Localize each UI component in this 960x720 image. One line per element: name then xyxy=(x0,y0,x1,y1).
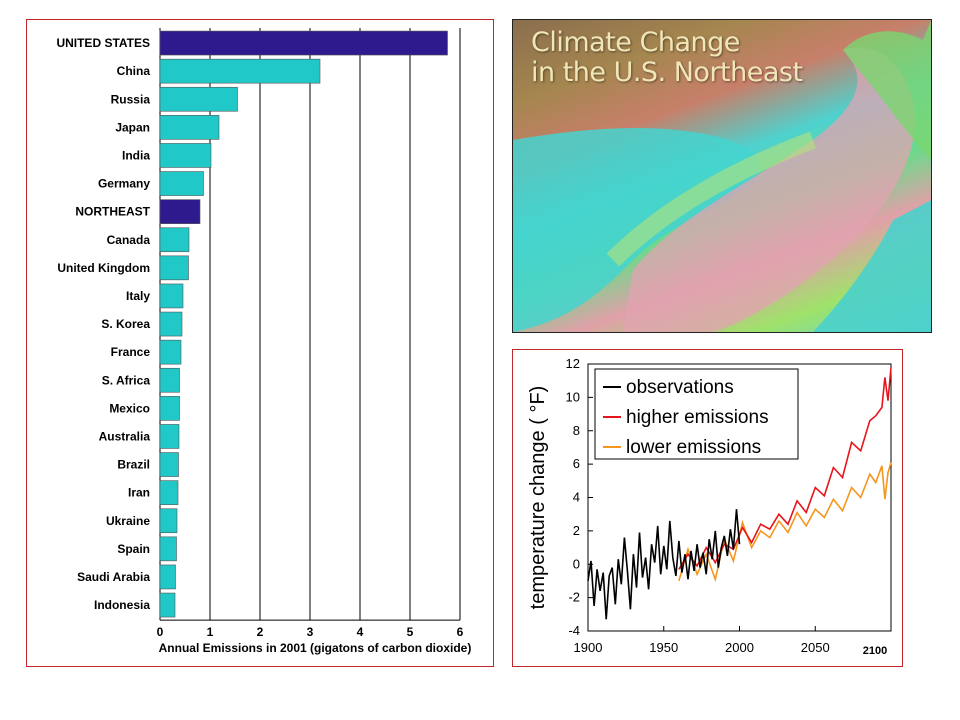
category-label: Brazil xyxy=(117,458,150,472)
x-tick-label: 0 xyxy=(157,625,164,639)
x-tick-label: 5 xyxy=(407,625,414,639)
bar xyxy=(159,396,180,421)
y-tick-label: 2 xyxy=(573,523,580,538)
x-tick-label: 3 xyxy=(307,625,314,639)
y-tick-label: 0 xyxy=(573,556,580,571)
category-label: S. Korea xyxy=(101,317,150,331)
emissions-bar-chart: 0 1 2 3 4 5 6 UNITED STATES China Russia Japan Indi… xyxy=(56,28,472,655)
northeast-region-shape xyxy=(623,47,915,332)
legend-label: observations xyxy=(626,377,734,398)
appalachian-ridge-shape xyxy=(606,131,817,267)
bar xyxy=(159,339,182,365)
y-axis-title: temperature change ( °F) xyxy=(527,386,549,610)
category-label: Japan xyxy=(115,120,150,134)
category-label: Mexico xyxy=(109,401,150,415)
maine-shape xyxy=(843,20,931,160)
bar xyxy=(159,480,179,505)
y-tick-label: 12 xyxy=(566,356,580,371)
category-label: NORTHEAST xyxy=(75,205,150,219)
category-label: India xyxy=(122,148,150,162)
category-label: Canada xyxy=(107,233,151,247)
x-tick-label: 2 xyxy=(257,625,264,639)
bar xyxy=(159,564,176,590)
legend-label: lower emissions xyxy=(626,437,761,458)
y-tick-label: -4 xyxy=(568,623,580,638)
category-label: Ukraine xyxy=(106,514,150,528)
category-label: UNITED STATES xyxy=(56,36,150,50)
map-shapes xyxy=(513,20,931,332)
emissions-bar-chart-panel: 0 1 2 3 4 5 6 UNITED STATES China Russia Japan Indi… xyxy=(26,19,494,667)
category-label: Russia xyxy=(111,92,151,106)
y-tick-label: 8 xyxy=(573,423,580,438)
y-tick-label: 6 xyxy=(573,456,580,471)
category-label: China xyxy=(117,64,151,78)
y-tick-label: 4 xyxy=(573,490,580,505)
bar xyxy=(159,171,204,196)
category-label: Iran xyxy=(128,486,150,500)
bar xyxy=(159,86,238,112)
temperature-line-chart: -4 -2 0 2 4 6 8 10 12 1900 1950 2000 2050 2100 tempera… xyxy=(527,356,892,657)
category-label: Italy xyxy=(126,289,150,303)
category-label: Saudi Arabia xyxy=(77,570,150,584)
x-tick-label-last: 2100 xyxy=(863,645,887,657)
series-line-1 xyxy=(678,367,892,570)
bar xyxy=(159,283,184,309)
category-label: United Kingdom xyxy=(57,261,150,275)
bar xyxy=(159,592,176,618)
category-label: Australia xyxy=(99,429,151,443)
x-tick-label: 2050 xyxy=(801,640,830,655)
category-label: Germany xyxy=(98,177,150,191)
temperature-line-chart-panel: -4 -2 0 2 4 6 8 10 12 1900 1950 2000 2050 2100 tempera… xyxy=(512,349,903,667)
legend-label: higher emissions xyxy=(626,407,769,428)
northeast-map-image: Climate Change in the U.S. Northeast xyxy=(512,19,932,333)
category-label: Spain xyxy=(117,542,150,556)
x-tick-label: 2000 xyxy=(725,640,754,655)
x-tick-label: 6 xyxy=(457,625,464,639)
series-line-0 xyxy=(587,509,741,620)
map-title-line2: in the U.S. Northeast xyxy=(531,57,803,88)
bar xyxy=(159,367,180,393)
bar xyxy=(159,30,448,56)
category-label: France xyxy=(111,345,151,359)
bar xyxy=(159,255,189,281)
y-tick-label: -2 xyxy=(568,590,580,605)
x-axis-title: Annual Emissions in 2001 (gigatons of ca… xyxy=(159,641,472,655)
category-label: S. Africa xyxy=(102,373,151,387)
y-tick-label: 10 xyxy=(566,389,580,404)
bar xyxy=(159,227,190,253)
atlantic-ocean-shape xyxy=(813,200,931,332)
bar xyxy=(159,508,178,534)
category-label: Indonesia xyxy=(94,598,150,612)
x-tick-label: 1900 xyxy=(574,640,603,655)
bar xyxy=(159,199,201,224)
bar xyxy=(159,143,212,168)
map-title-line1: Climate Change xyxy=(531,27,740,58)
x-tick-label: 1 xyxy=(207,625,214,639)
bar xyxy=(159,58,321,84)
bar xyxy=(159,115,220,140)
x-tick-label: 4 xyxy=(357,625,364,639)
x-tick-label: 1950 xyxy=(649,640,678,655)
bar xyxy=(159,311,183,337)
bar xyxy=(159,452,179,477)
legend-box xyxy=(594,368,799,460)
bar xyxy=(159,424,180,449)
bar xyxy=(159,536,177,562)
